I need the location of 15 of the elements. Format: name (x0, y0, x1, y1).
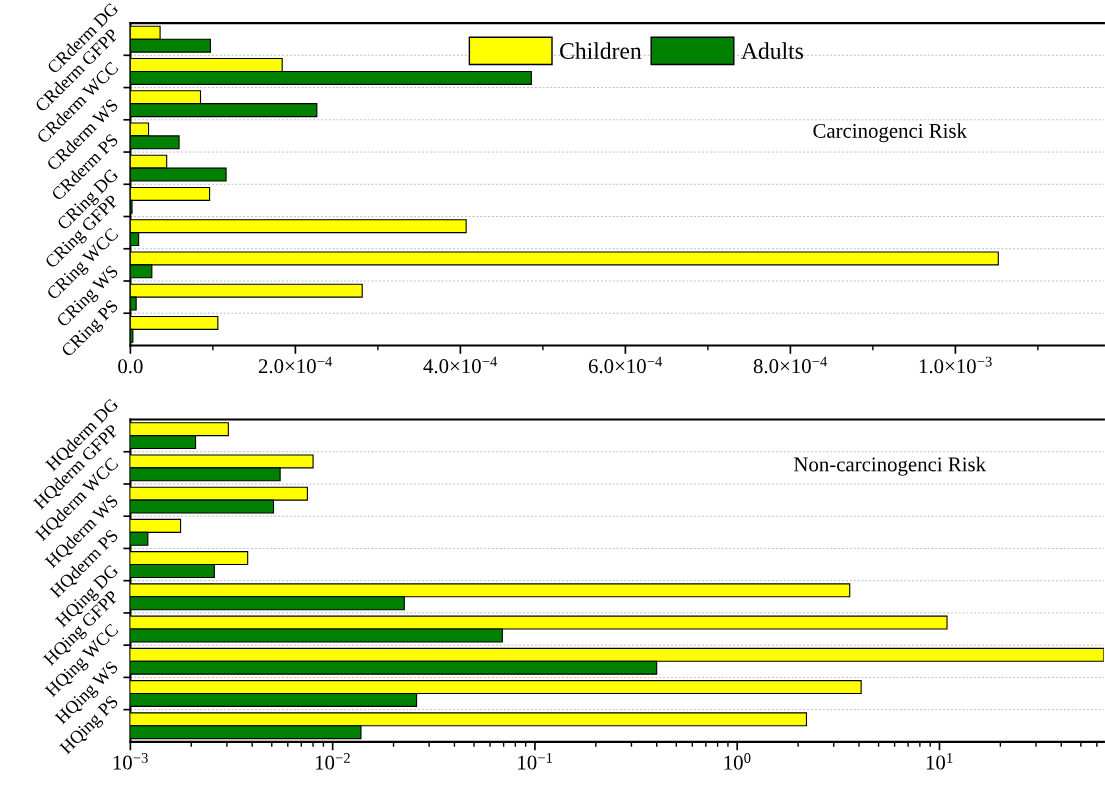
x-tick-label: 4.0×10$^{−4}$ (423, 356, 498, 374)
x-tick-label: 6.0×10$^{−4}$ (588, 356, 663, 374)
x-tick-label: 10$^{−2}$ (315, 753, 350, 770)
x-tick-label: 2.0×10$^{−4}$ (258, 356, 333, 374)
x-tick-label: 10$^{−3}$ (113, 753, 148, 770)
annotation: Carcinogenci Risk (813, 123, 967, 143)
legend-label: Children (560, 42, 642, 59)
x-tick-label: 10$^{1}$ (926, 753, 953, 770)
x-tick-label: 1.0×10$^{−3}$ (919, 356, 992, 374)
annotation: Non-carcinogenci Risk (794, 456, 987, 476)
x-tick-label: 8.0×10$^{−4}$ (753, 356, 828, 374)
legend-label: Adults (741, 42, 803, 59)
x-tick-label: 10$^{0}$ (724, 753, 751, 770)
x-tick-label: 10$^{−1}$ (518, 753, 553, 770)
x-tick-label: 0.0 (118, 359, 143, 374)
